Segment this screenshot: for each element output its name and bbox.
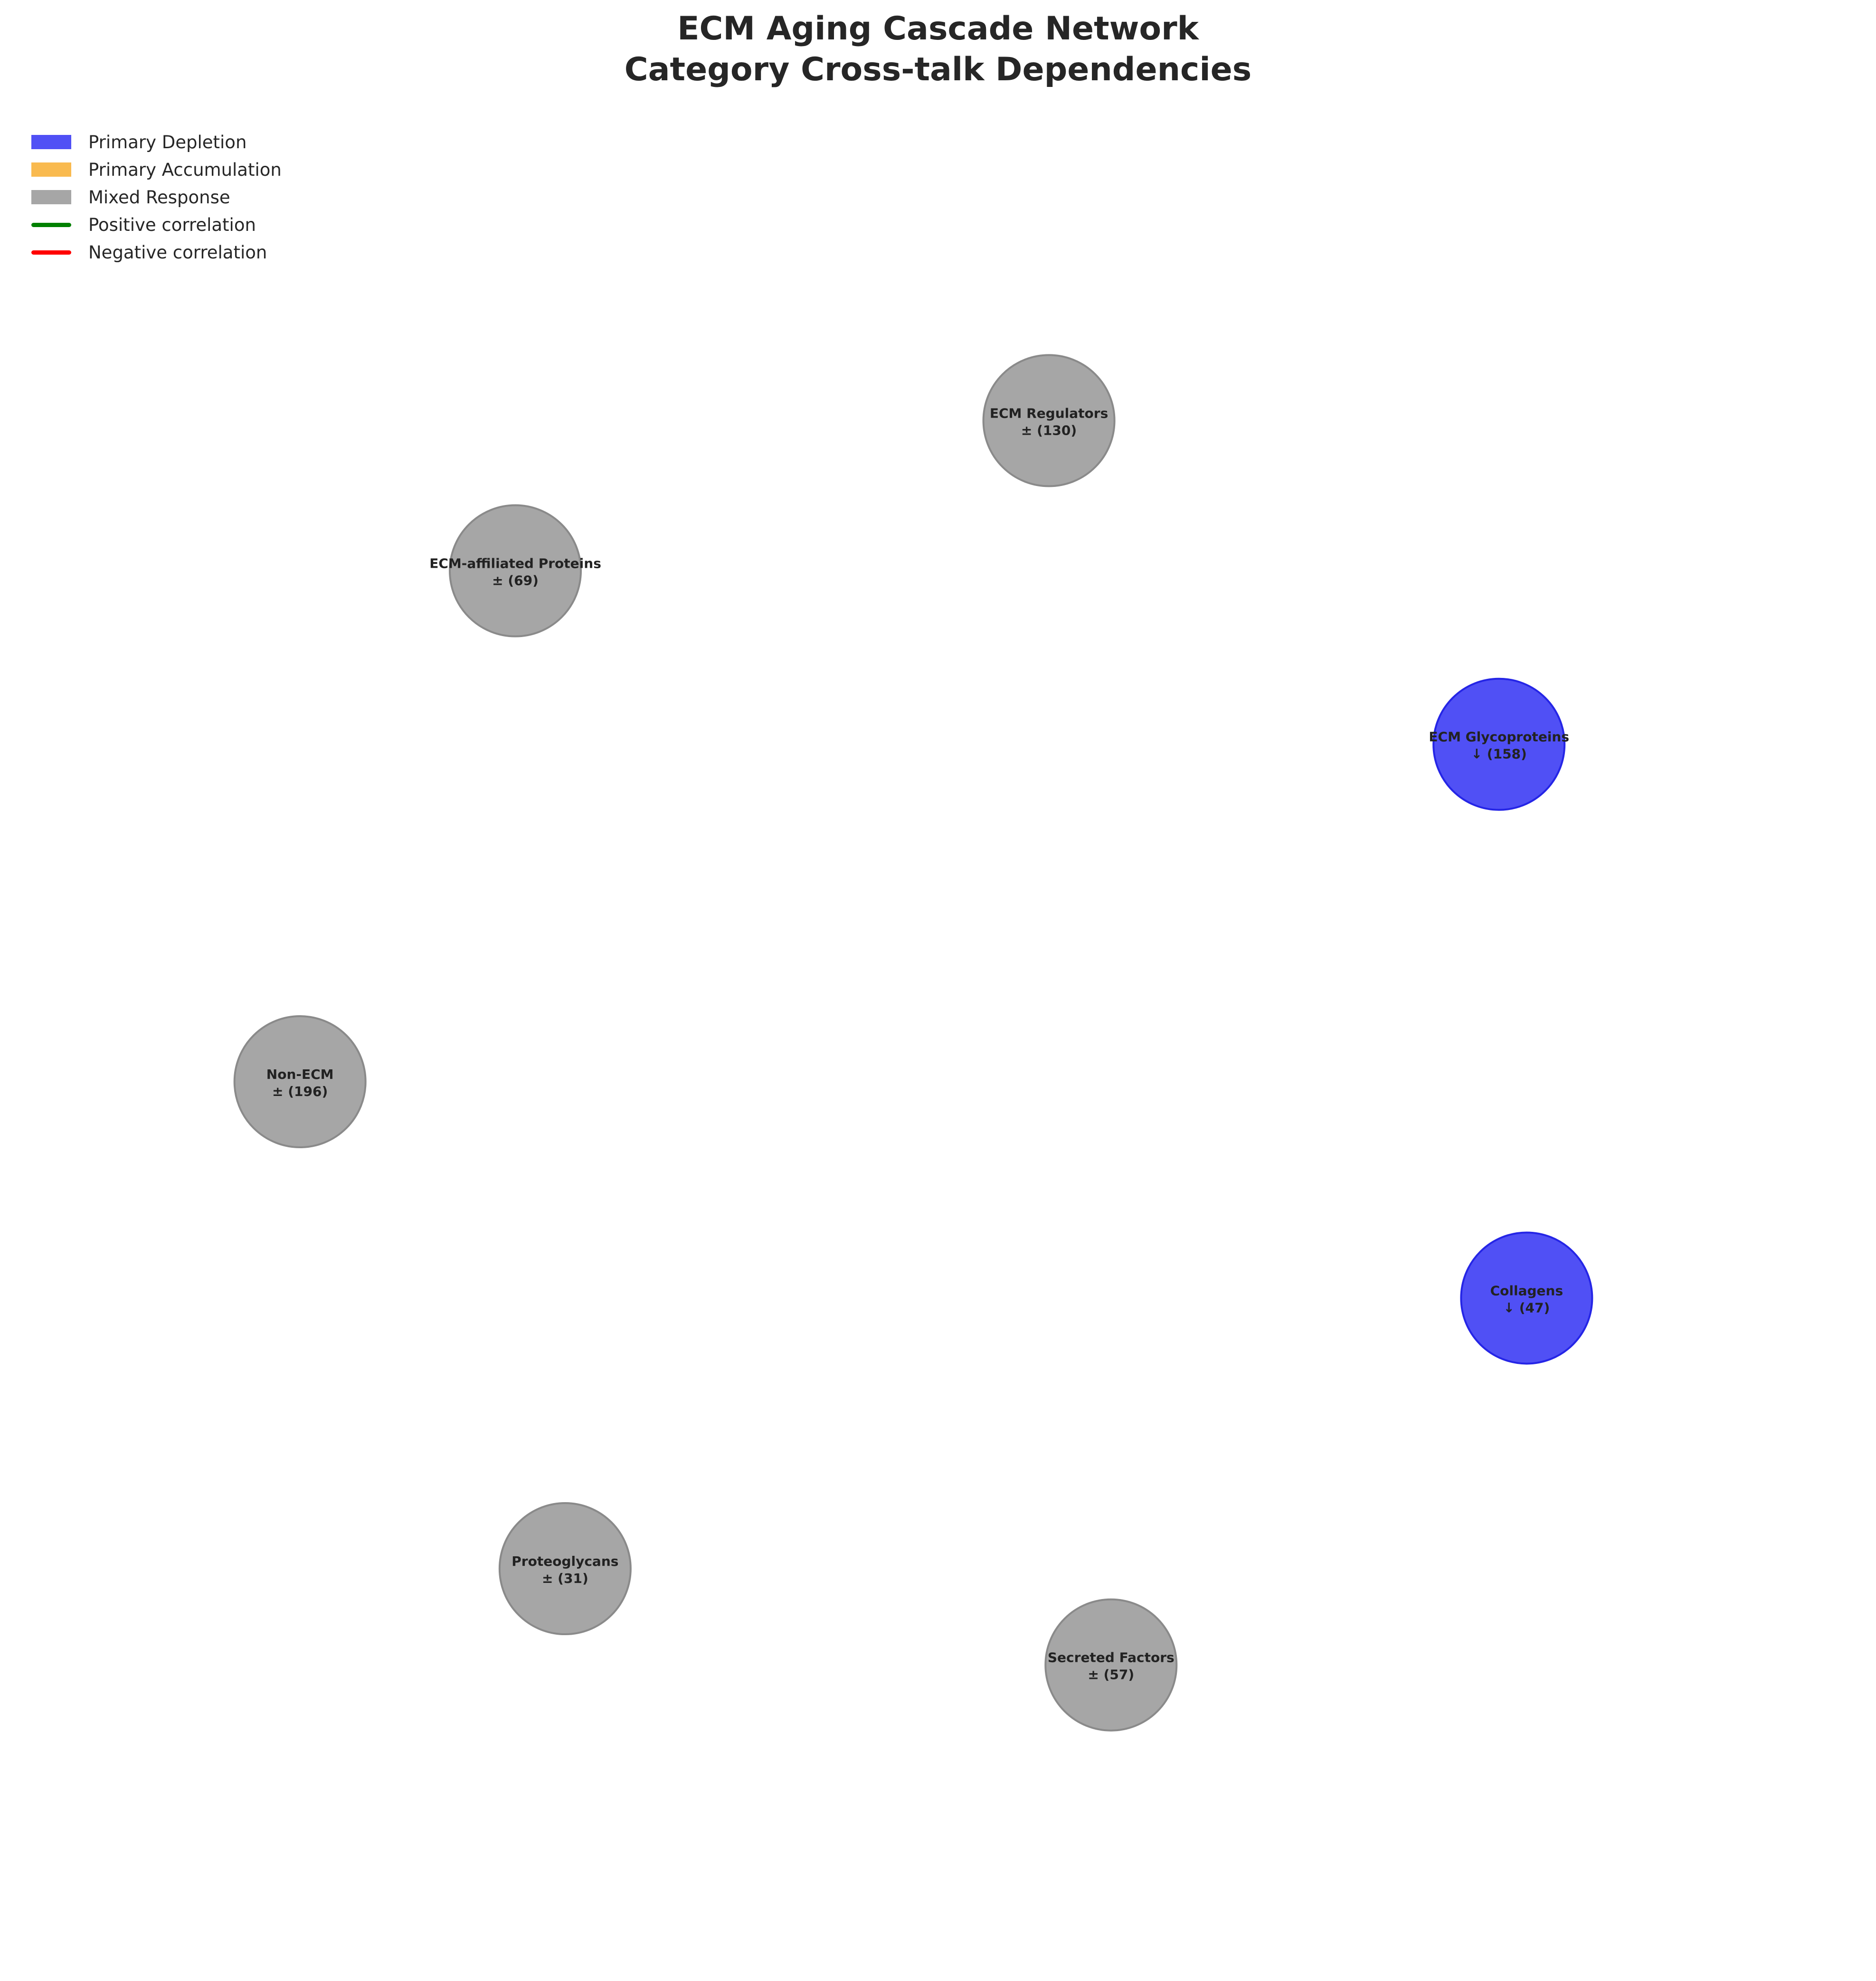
node-count-label: ↓ (47) [1503,1300,1550,1315]
legend-patch-swatch [31,190,71,204]
node-ecm-affiliated-proteins: ECM-affiliated Proteins ± (69) [429,504,601,638]
node-count-label: ± (69) [492,573,539,589]
node-proteoglycans: Proteoglycans ± (31) [498,1502,632,1636]
legend-item: Positive correlation [31,211,282,238]
node-circle [1432,677,1566,811]
node-circle [1044,1598,1178,1732]
node-name-label: Proteoglycans [512,1553,618,1569]
node-name-label: ECM Regulators [990,405,1108,421]
legend-item: Negative correlation [31,238,282,266]
node-circle [498,1502,632,1636]
node-name-label: Secreted Factors [1048,1650,1175,1666]
node-collagens: Collagens ↓ (47) [1460,1231,1593,1365]
node-name-label: ECM Glycoproteins [1429,729,1569,745]
title-line-1: ECM Aging Cascade Network [677,10,1199,48]
nodes-layer: ECM Regulators± (130)ECM Glycoproteins↓ … [233,354,1593,1732]
legend-label: Negative correlation [88,242,267,263]
node-ecm-glycoproteins: ECM Glycoproteins↓ (158) [1429,677,1569,811]
node-name-label: Collagens [1490,1283,1563,1298]
node-ecm-regulators: ECM Regulators± (130) [982,354,1116,487]
legend-patch-swatch [31,162,71,177]
node-circle [233,1015,367,1149]
node-count-label: ± (31) [542,1571,588,1586]
node-circle [449,504,582,638]
legend-label: Mixed Response [88,187,230,208]
legend-label: Primary Depletion [88,132,247,152]
node-name-label: Non-ECM [266,1067,334,1082]
chart-title: ECM Aging Cascade Network Category Cross… [0,9,1876,90]
node-secreted-factors: Secreted Factors± (57) [1044,1598,1178,1732]
legend-item: Primary Depletion [31,128,282,156]
legend-line-swatch [31,250,71,255]
legend-line-swatch [31,222,71,227]
node-name-label: ECM-affiliated Proteins [429,556,601,571]
title-line-2: Category Cross-talk Dependencies [624,51,1252,88]
node-non-ecm: Non-ECM ± (196) [233,1015,367,1149]
legend-label: Positive correlation [88,214,256,235]
node-count-label: ± (130) [1021,422,1077,438]
node-count-label: ± (57) [1088,1667,1134,1683]
node-circle [1460,1231,1593,1365]
legend-item: Mixed Response [31,183,282,211]
legend-label: Primary Accumulation [88,159,282,180]
node-count-label: ↓ (158) [1471,746,1527,762]
node-circle [982,354,1116,487]
legend: Primary Depletion Primary Accumulation Mix… [31,128,282,266]
node-count-label: ± (196) [272,1084,328,1099]
legend-patch-swatch [31,135,71,149]
legend-item: Primary Accumulation [31,156,282,183]
